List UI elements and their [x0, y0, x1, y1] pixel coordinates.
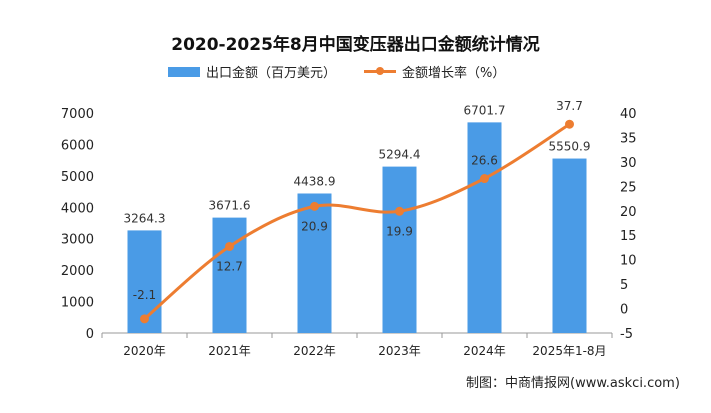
y-right-tick-label: 5	[620, 278, 628, 293]
growth-line	[143, 122, 571, 320]
y-right-tick-label: 15	[620, 229, 637, 244]
x-tick-label: 2024年	[463, 344, 506, 358]
credit-text: 制图：中商情报网(www.askci.com)	[466, 376, 680, 391]
legend-line-swatch	[364, 67, 397, 75]
bar	[297, 193, 332, 333]
line-point	[140, 314, 149, 324]
line-point	[480, 174, 489, 184]
line-point	[310, 201, 319, 211]
line-point	[395, 206, 404, 216]
bar	[467, 122, 502, 333]
bar-label: 4438.9	[294, 174, 336, 188]
y-right-tick-label: 25	[620, 180, 637, 195]
line-point	[565, 119, 574, 129]
legend-line-label: 金额增长率（%）	[402, 66, 506, 81]
legend-bar-label: 出口金额（百万美元）	[206, 66, 337, 81]
x-tick-label: 2021年	[208, 344, 251, 358]
y-left-tick-label: 3000	[61, 233, 94, 248]
y-right-tick-label: 10	[620, 254, 637, 269]
y-right-tick-label: -5	[620, 327, 633, 342]
line-label: 26.6	[471, 154, 498, 168]
line-label: 19.9	[386, 224, 413, 238]
bar-label: 5294.4	[379, 148, 421, 162]
line-label: 12.7	[216, 259, 243, 273]
legend: 出口金额（百万美元） 金额增长率（%）	[168, 62, 505, 81]
bar-label: 6701.7	[464, 103, 506, 117]
y-right-tick-label: 35	[620, 131, 637, 146]
bar	[382, 166, 417, 333]
y-right-tick-label: 30	[620, 156, 637, 171]
y-left-tick-label: 1000	[61, 296, 94, 311]
bar-label: 5550.9	[549, 140, 591, 154]
y-left-tick-label: 5000	[61, 170, 94, 185]
chart-title: 2020-2025年8月中国变压器出口金额统计情况	[171, 35, 540, 55]
line-label: 20.9	[301, 219, 328, 233]
bar	[552, 158, 587, 333]
legend-bar-swatch	[168, 66, 200, 77]
y-right-tick-label: 20	[620, 205, 637, 220]
x-tick-label: 2023年	[378, 344, 421, 358]
y-right-tick-label: 40	[620, 107, 637, 122]
y-right-tick-label: 0	[620, 303, 628, 318]
x-tick-label: 2022年	[293, 344, 336, 358]
y-left-tick-label: 6000	[61, 138, 94, 153]
line-point	[225, 241, 234, 251]
y-left-tick-label: 2000	[61, 264, 94, 279]
line-label: 37.7	[556, 99, 583, 113]
y-left-tick-label: 4000	[61, 201, 94, 216]
x-tick-label: 2020年	[123, 344, 166, 358]
y-left-tick-label: 0	[86, 327, 94, 342]
bar-label: 3671.6	[209, 199, 251, 213]
line-label: -2.1	[133, 288, 156, 302]
x-tick-label: 2025年1-8月	[532, 344, 606, 358]
bar	[212, 217, 247, 333]
y-left-tick-label: 7000	[61, 107, 94, 122]
bar-label: 3264.3	[124, 211, 166, 225]
